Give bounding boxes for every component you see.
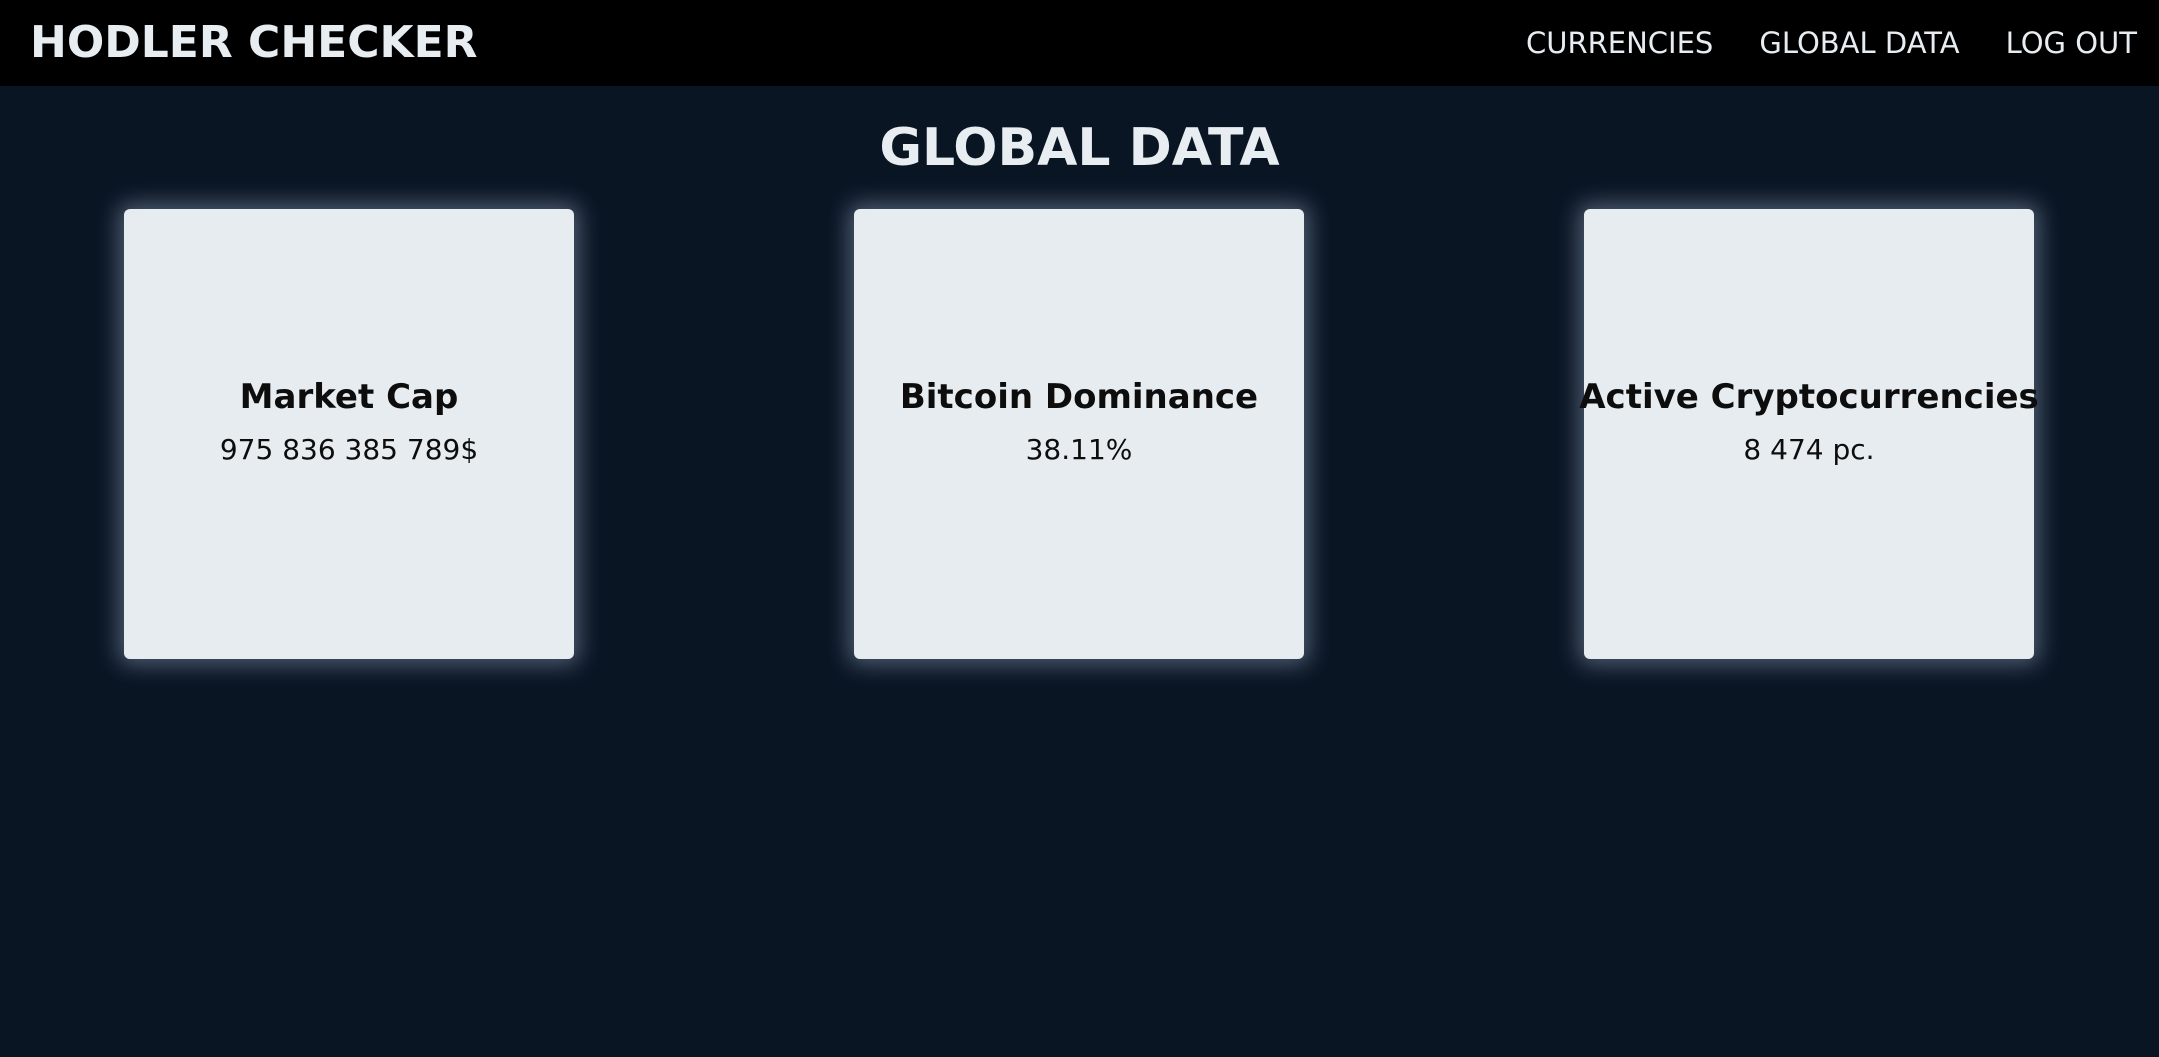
active-cryptocurrencies-card: Active Cryptocurrencies 8 474 pc. xyxy=(1579,209,2039,659)
bitcoin-dominance-card: Bitcoin Dominance 38.11% xyxy=(854,209,1304,659)
card-title: Market Cap xyxy=(239,377,459,417)
active-cryptocurrencies-value: 8 474 pc. xyxy=(1743,433,1875,466)
market-cap-value: 975 836 385 789$ xyxy=(219,433,479,466)
nav-link-log-out[interactable]: LOG OUT xyxy=(2005,26,2137,60)
bitcoin-dominance-value: 38.11% xyxy=(1025,433,1133,466)
top-navbar: HODLER CHECKER CURRENCIES GLOBAL DATA LO… xyxy=(0,0,2159,86)
page-title: GLOBAL DATA xyxy=(879,118,1280,178)
nav-links: CURRENCIES GLOBAL DATA LOG OUT xyxy=(1526,0,2137,86)
card-title: Active Cryptocurrencies xyxy=(1579,377,2039,417)
brand-logo[interactable]: HODLER CHECKER xyxy=(30,17,478,68)
card-title: Bitcoin Dominance xyxy=(899,377,1259,417)
nav-link-currencies[interactable]: CURRENCIES xyxy=(1526,26,1714,60)
nav-link-global-data[interactable]: GLOBAL DATA xyxy=(1759,26,1960,60)
market-cap-card: Market Cap 975 836 385 789$ xyxy=(124,209,574,659)
